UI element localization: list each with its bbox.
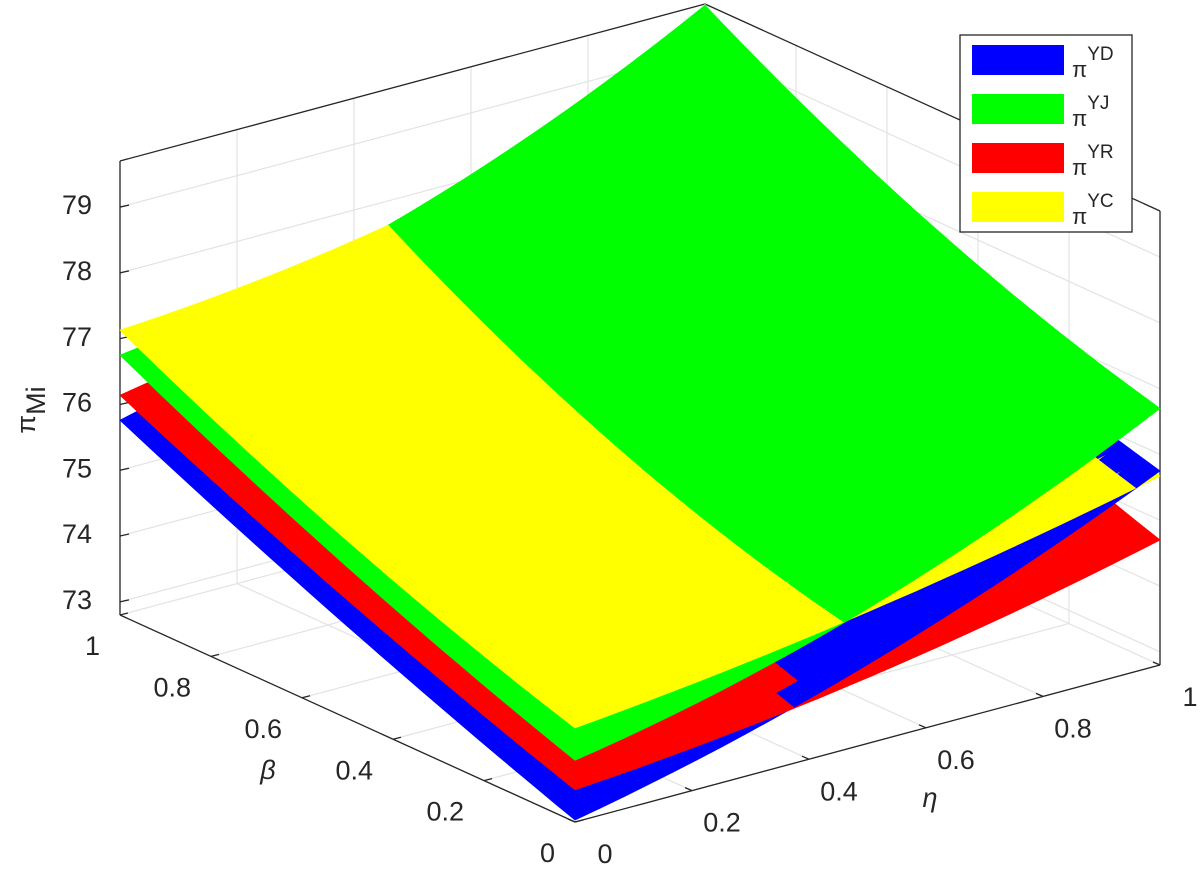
axis-line bbox=[119, 614, 576, 823]
tick-mark bbox=[119, 270, 130, 274]
tick-mark bbox=[210, 653, 220, 658]
tick-mark bbox=[483, 777, 493, 782]
z-tick-label: 77 bbox=[62, 322, 92, 352]
y-tick-label: 0.4 bbox=[335, 755, 373, 785]
z-tick-label: 73 bbox=[62, 585, 92, 615]
legend-swatch bbox=[972, 94, 1064, 124]
tick-mark bbox=[801, 755, 810, 760]
tick-mark bbox=[392, 736, 402, 740]
tick-mark bbox=[119, 467, 130, 471]
legend-label: πYC bbox=[1072, 191, 1114, 229]
tick-mark bbox=[119, 533, 130, 537]
z-tick-label: 74 bbox=[62, 519, 92, 549]
legend-swatch bbox=[972, 45, 1064, 75]
legend-name: YR bbox=[1087, 142, 1113, 163]
legend-name: YD bbox=[1087, 44, 1113, 65]
x-tick-label: 1 bbox=[1182, 682, 1197, 712]
surface-patch bbox=[555, 734, 600, 761]
legend-label: πYD bbox=[1072, 44, 1114, 82]
tick-mark bbox=[567, 818, 576, 823]
legend-name: YJ bbox=[1087, 93, 1109, 114]
tick-mark bbox=[119, 401, 130, 406]
surface-patch bbox=[555, 765, 600, 791]
legend-name: YC bbox=[1087, 191, 1113, 212]
legend-swatch bbox=[972, 143, 1064, 173]
z-axis-label: πMi bbox=[11, 386, 51, 433]
y-tick-label: 0.2 bbox=[426, 797, 464, 827]
legend-symbol: π bbox=[1072, 204, 1087, 229]
x-tick-label: 0.6 bbox=[937, 745, 975, 775]
legend-symbol: π bbox=[1072, 106, 1087, 131]
tick-mark bbox=[684, 787, 693, 792]
tick-mark bbox=[574, 819, 584, 823]
x-tick-label: 0.2 bbox=[703, 808, 741, 838]
y-tick-label: 0.8 bbox=[153, 673, 191, 703]
z-tick-label: 79 bbox=[62, 190, 92, 220]
z-axis-label-symbol: π bbox=[11, 415, 41, 434]
tick-mark bbox=[1152, 661, 1161, 666]
axis-line bbox=[574, 664, 1161, 823]
y-tick-label: 0.6 bbox=[244, 714, 282, 744]
legend-symbol: π bbox=[1072, 57, 1087, 82]
legend-label: πYJ bbox=[1072, 93, 1109, 131]
y-axis-label: β bbox=[259, 755, 275, 785]
grid-line bbox=[119, 49, 706, 208]
x-axis-label: η bbox=[923, 783, 938, 813]
surface-patch bbox=[555, 792, 600, 821]
tick-mark bbox=[119, 612, 129, 616]
z-tick-label: 75 bbox=[62, 453, 92, 483]
tick-mark bbox=[301, 695, 311, 699]
box-line bbox=[119, 3, 706, 162]
tick-mark bbox=[119, 204, 130, 208]
legend-label: πYR bbox=[1072, 142, 1114, 180]
tick-mark bbox=[1035, 692, 1044, 697]
x-tick-label: 0.8 bbox=[1054, 714, 1092, 744]
legend-symbol: π bbox=[1072, 155, 1087, 180]
y-tick-label: 0 bbox=[540, 838, 555, 868]
x-tick-label: 0.4 bbox=[820, 776, 858, 806]
legend-swatch bbox=[972, 192, 1064, 222]
z-axis-label-sub: Mi bbox=[21, 386, 51, 415]
tick-mark bbox=[119, 599, 130, 603]
tick-mark bbox=[918, 724, 927, 729]
z-tick-label: 76 bbox=[62, 388, 92, 418]
surface-patch bbox=[555, 704, 600, 729]
y-tick-label: 1 bbox=[85, 631, 100, 661]
z-tick-label: 78 bbox=[62, 256, 92, 286]
x-tick-label: 0 bbox=[597, 839, 612, 869]
